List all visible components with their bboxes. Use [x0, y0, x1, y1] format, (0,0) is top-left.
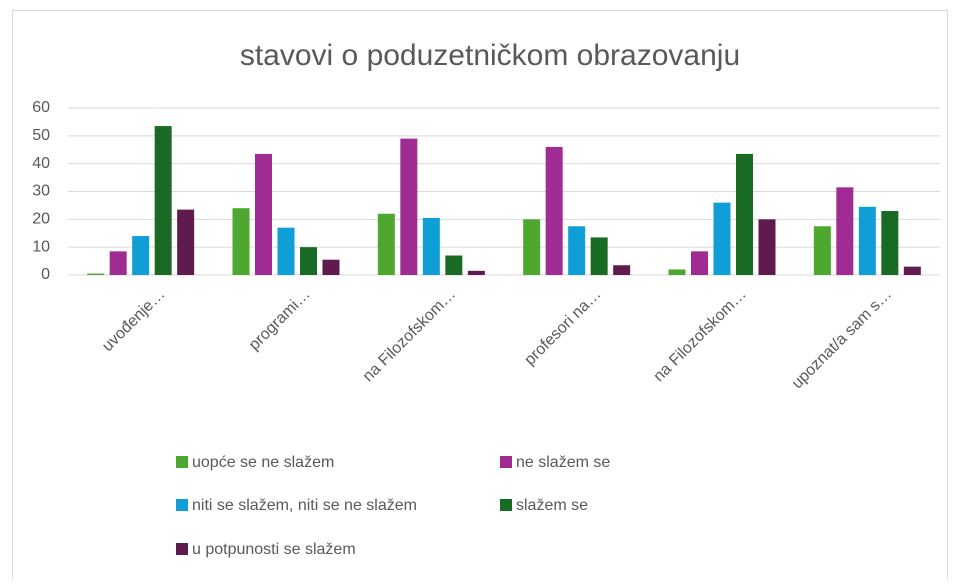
bar [858, 206, 876, 275]
bar [300, 247, 317, 275]
legend-swatch [176, 499, 188, 511]
bar [87, 273, 105, 275]
legend-swatch [500, 456, 512, 468]
bar [568, 226, 586, 275]
bar [277, 227, 295, 275]
y-tick-label: 60 [32, 99, 50, 116]
y-tick-label: 0 [41, 266, 50, 283]
legend-label: slažem se [516, 497, 588, 514]
legend-label: uopće se ne slažem [192, 454, 334, 471]
bar [758, 219, 776, 275]
bar [400, 138, 418, 275]
bar [691, 251, 708, 275]
bar [377, 213, 395, 275]
bar [590, 237, 608, 275]
bar [713, 202, 731, 275]
bar [467, 270, 485, 275]
chart-frame [12, 10, 948, 584]
bar [232, 208, 250, 275]
bar [154, 126, 172, 275]
bar [422, 217, 440, 275]
y-tick-label: 10 [32, 238, 50, 255]
legend-swatch [500, 499, 512, 511]
chart-title: stavovi o poduzetničkom obrazovanju [240, 39, 740, 72]
y-tick-label: 20 [32, 211, 50, 228]
bar [836, 187, 854, 275]
bar [813, 226, 831, 275]
bar [109, 251, 127, 275]
legend-label: ne slažem se [516, 454, 610, 471]
y-tick-label: 50 [32, 127, 50, 144]
legend-swatch [176, 543, 188, 555]
bar [255, 153, 272, 275]
bar [668, 269, 686, 275]
bar [445, 255, 463, 275]
bar [903, 266, 921, 275]
y-tick-label: 40 [32, 155, 50, 172]
legend-label: niti se slažem, niti se ne slažem [192, 497, 417, 514]
bar [322, 259, 340, 275]
bar [881, 210, 899, 275]
bar [736, 153, 753, 275]
bar [545, 146, 563, 275]
bar [177, 209, 195, 275]
bar [132, 236, 150, 275]
legend-swatch [176, 456, 188, 468]
bar [523, 219, 541, 275]
bar [613, 265, 631, 275]
legend-label: u potpunosti se slažem [192, 541, 356, 558]
y-tick-label: 30 [32, 183, 50, 200]
